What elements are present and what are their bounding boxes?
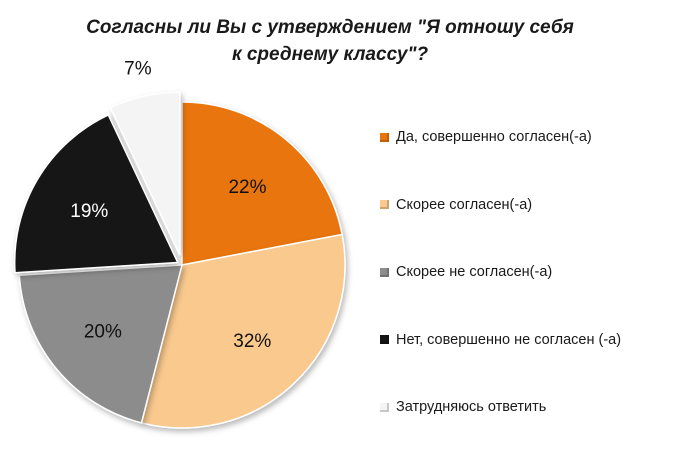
- legend-swatch: [380, 335, 389, 344]
- legend-item-rather-agree: Скорее согласен(-а): [380, 194, 680, 216]
- legend-swatch: [380, 267, 389, 277]
- legend-label: Затрудняюсь ответить: [396, 399, 547, 415]
- pie-slice-rather-disagree: [18, 264, 183, 424]
- legend-swatch: [380, 402, 389, 412]
- legend-swatch: [380, 200, 389, 209]
- pie-chart: 22% 32% 20% 19% 7%: [13, 59, 346, 429]
- legend-item-hard-to-say: Затрудняюсь ответить: [380, 396, 680, 418]
- legend-item-fully-agree: Да, совершенно согласен(-а): [380, 126, 680, 148]
- legend-label: Скорее согласен(-а): [396, 196, 533, 213]
- pie-slice-fully-disagree: [13, 113, 179, 274]
- legend-swatch: [380, 132, 389, 142]
- pie-data-label: 19%: [70, 201, 108, 222]
- pie-data-label: 7%: [124, 59, 152, 80]
- pie-slice-hard-to-say: [109, 91, 181, 256]
- pie-data-label: 22%: [228, 177, 266, 198]
- legend-label: Нет, совершенно не согласен (-а): [396, 331, 622, 348]
- legend-item-rather-disagree: Скорее не согласен(-а): [380, 261, 680, 283]
- legend-label: Да, совершенно согласен(-а): [396, 129, 592, 145]
- chart-title-line-1: Согласны ли Вы с утверждением "Я отношу …: [86, 17, 574, 38]
- pie-data-label: 32%: [233, 331, 271, 352]
- legend: Да, совершенно согласен(-а) Скорее согла…: [380, 126, 680, 464]
- chart-title-line-2: к среднему классу"?: [231, 44, 429, 65]
- pie-data-label: 20%: [84, 321, 122, 342]
- legend-item-fully-disagree: Нет, совершенно не согласен (-а): [380, 329, 680, 351]
- pie-slice-rather-agree: [140, 233, 346, 429]
- chart-title: Согласны ли Вы с утверждением "Я отношу …: [30, 14, 630, 68]
- legend-label: Скорее не согласен(-а): [396, 264, 553, 280]
- pie-slice-fully-agree: [181, 101, 343, 266]
